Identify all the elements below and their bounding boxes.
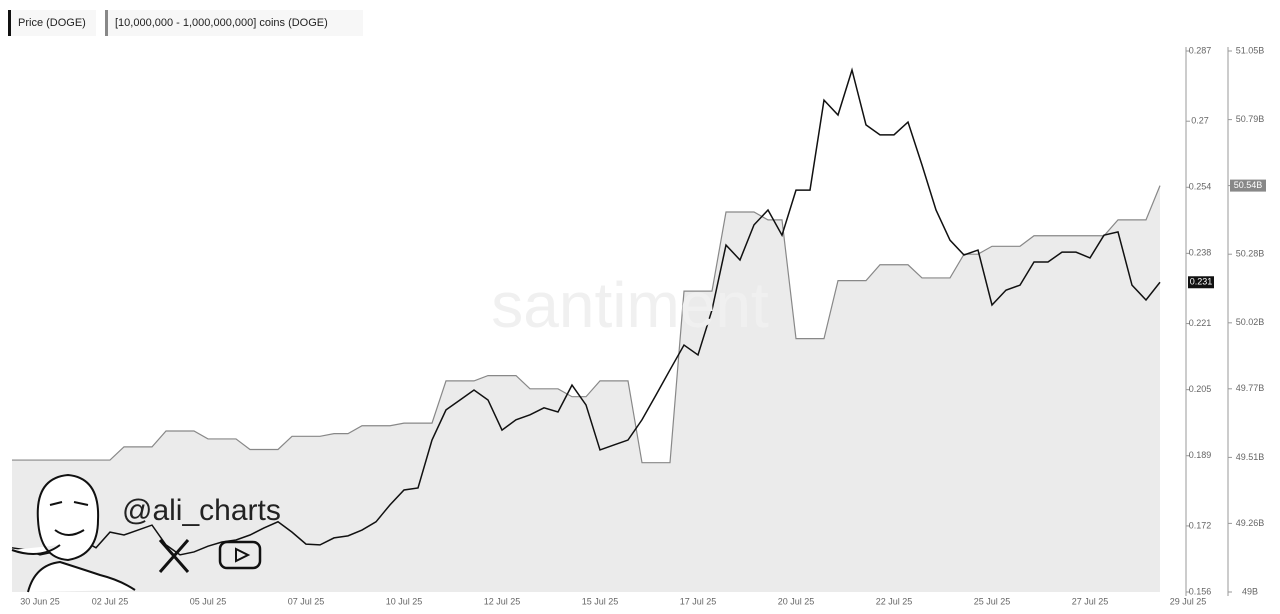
legend-box[interactable] xyxy=(8,10,96,36)
area xyxy=(12,185,1160,592)
legend-label[interactable]: Price (DOGE) xyxy=(18,17,86,29)
y2-tick-label: 50.02B xyxy=(1236,317,1265,327)
y2-tick-label: 49B xyxy=(1242,586,1258,596)
last-value-badge xyxy=(1230,179,1266,192)
x-tick-label: 12 Jul 25 xyxy=(484,596,521,606)
x-tick-label: 27 Jul 25 xyxy=(1072,596,1109,606)
avatar-face xyxy=(49,501,89,536)
x-tick-label: 02 Jul 25 xyxy=(92,596,129,606)
watermark: santiment xyxy=(491,269,769,341)
youtube-icon xyxy=(218,540,262,570)
line xyxy=(11,67,1161,556)
legend-swatch xyxy=(8,10,11,36)
x-tick-label: 30 Jun 25 xyxy=(20,596,60,606)
y-tick-label: 0.172 xyxy=(1189,520,1212,530)
branding: @ali_charts xyxy=(11,473,281,593)
legend-label[interactable]: [10,000,000 - 1,000,000,000] coins (DOGE… xyxy=(115,17,328,29)
y-tick-label: 0.27 xyxy=(1191,116,1209,126)
x-tick-label: 15 Jul 25 xyxy=(582,596,619,606)
last-value-label: 0.231 xyxy=(1190,277,1213,287)
y2-tick-label: 51.05B xyxy=(1236,45,1265,55)
x-icon xyxy=(158,539,190,573)
youtube-play xyxy=(235,547,251,563)
legend-swatch xyxy=(105,10,108,36)
line xyxy=(12,185,1161,464)
y2-tick-label: 49.26B xyxy=(1236,518,1265,528)
legend-box[interactable] xyxy=(105,10,363,36)
x-tick-label: 20 Jul 25 xyxy=(778,596,815,606)
x-tick-label: 22 Jul 25 xyxy=(876,596,913,606)
y-tick-label: 0.254 xyxy=(1189,182,1212,192)
x-tick-label: 07 Jul 25 xyxy=(288,596,325,606)
y-tick-label: 0.189 xyxy=(1189,450,1212,460)
x-tick-label: 29 Jul 25 xyxy=(1170,596,1207,606)
y-tick-label: 0.287 xyxy=(1189,45,1212,55)
legend: Price (DOGE) [10,000,000 - 1,000,000,000… xyxy=(8,10,363,36)
y2-tick-label: 49.51B xyxy=(1236,452,1265,462)
y-tick-label: 0.221 xyxy=(1189,318,1212,328)
x-tick-label: 25 Jul 25 xyxy=(974,596,1011,606)
x-tick-label: 05 Jul 25 xyxy=(190,596,227,606)
x-tick-label: 10 Jul 25 xyxy=(386,596,423,606)
plot-area xyxy=(11,67,1161,592)
y2-tick-label: 50.79B xyxy=(1236,114,1265,124)
y2-tick-label: 49.77B xyxy=(1236,383,1265,393)
y-tick-label: 0.238 xyxy=(1189,248,1212,258)
last-value-badge xyxy=(1188,276,1214,289)
y2-tick-label: 50.28B xyxy=(1236,249,1265,259)
last-value-label: 50.54B xyxy=(1234,180,1263,190)
y-tick-label: 0.156 xyxy=(1189,586,1212,596)
y-tick-label: 0.205 xyxy=(1189,384,1212,394)
x-tick-label: 17 Jul 25 xyxy=(680,596,717,606)
handle: @ali_charts xyxy=(122,494,281,527)
